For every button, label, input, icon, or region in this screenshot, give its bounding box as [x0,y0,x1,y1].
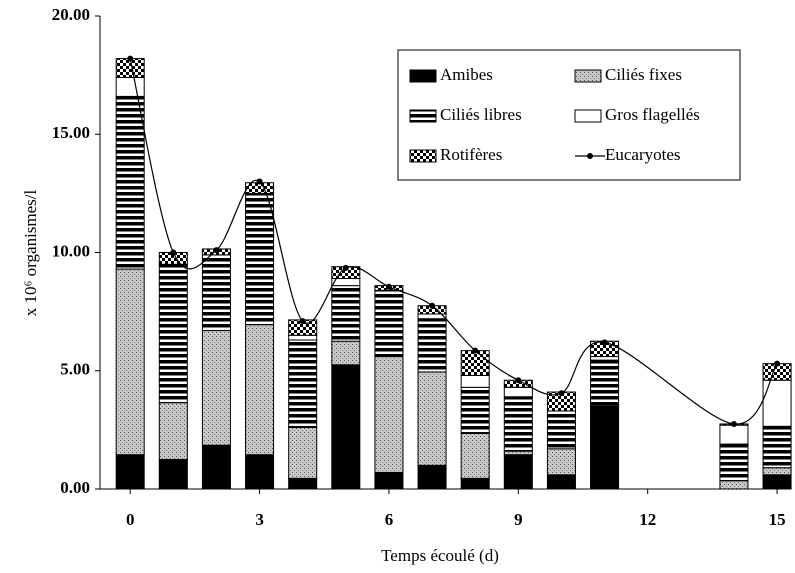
bar-segment [115,95,145,270]
line-point [342,264,349,271]
bar-segment [417,464,447,490]
bar-segment [158,263,188,404]
bar-segment [201,254,231,332]
bar-segment [288,427,318,479]
bar-segment [288,477,318,490]
legend-swatch [574,69,602,83]
bar-segment [374,289,404,358]
legend-swatch [409,69,437,83]
bar-segment [331,285,361,342]
bar-segment [590,405,620,490]
line-point [774,360,781,367]
bar-segment [201,444,231,490]
bar-segment [374,471,404,490]
y-tick-label: 0.00 [60,478,90,497]
bar-segment [546,448,576,476]
line-point [213,247,220,254]
line-point [601,339,608,346]
bar-segment [719,424,749,445]
bar-segment [546,474,576,490]
legend-label: Eucaryotes [605,145,681,164]
bar-segment [762,467,792,476]
legend-swatch [409,109,437,123]
y-tick-label: 10.00 [52,241,90,260]
legend-swatch [409,149,437,163]
y-tick-label: 5.00 [60,360,90,379]
bar-segment [158,458,188,490]
x-tick-label: 3 [255,510,264,529]
bar-segment [201,330,231,446]
bar-segment [331,364,361,490]
bar-segment [158,402,188,460]
x-tick-label: 6 [385,510,394,529]
legend-label: Ciliés fixes [605,65,682,84]
bar-segment [460,350,490,376]
legend-swatch [574,109,602,123]
bar-segment [503,450,533,456]
bar-segment [460,374,490,388]
bar-segment [503,396,533,452]
bar-segment [503,386,533,398]
bar-segment [331,340,361,366]
line-point [429,302,436,309]
line-point [558,390,565,397]
bar-segment [460,386,490,434]
line-point [127,55,134,62]
legend-label: Amibes [440,65,493,84]
bar-segment [503,454,533,490]
legend-marker [587,153,593,159]
bar-segment [762,379,792,427]
bar-segment [245,454,275,490]
line-point [472,347,479,354]
line-point [515,377,522,384]
bar-segment [115,454,145,490]
bar-segment [719,443,749,482]
x-tick-label: 9 [514,510,523,529]
bar-segment [460,477,490,490]
x-tick-label: 15 [769,510,786,529]
line-point [170,249,177,256]
bar-segment [460,432,490,479]
legend-label: Ciliés libres [440,105,522,124]
line-point [256,178,263,185]
bar-segment [590,356,620,361]
legend-label: Rotifères [440,145,502,164]
bar-segment [762,425,792,469]
bar-segment [417,318,447,373]
line-point [299,318,306,325]
bar-segment [288,334,318,341]
y-axis-title: x 10⁶ organismes/l [21,189,40,316]
bar-segment [115,268,145,456]
y-tick-label: 20.00 [52,5,90,24]
bar-segment [546,410,576,450]
bar-segment [590,359,620,406]
bar-segment [762,474,792,490]
line-point [730,420,737,427]
x-tick-label: 12 [639,510,656,529]
x-axis-title: Temps écoulé (d) [381,546,499,565]
x-tick-label: 0 [126,510,135,529]
legend-box [397,49,741,181]
bar-segment [288,339,318,429]
y-tick-label: 15.00 [52,123,90,142]
legend-label: Gros flagellés [605,105,700,124]
bar-segment [245,192,275,326]
bar-segment [417,371,447,466]
bar-segment [115,76,145,97]
bar-segment [719,480,749,490]
line-point [385,283,392,290]
bar-segment [245,324,275,456]
bar-segment [374,356,404,473]
